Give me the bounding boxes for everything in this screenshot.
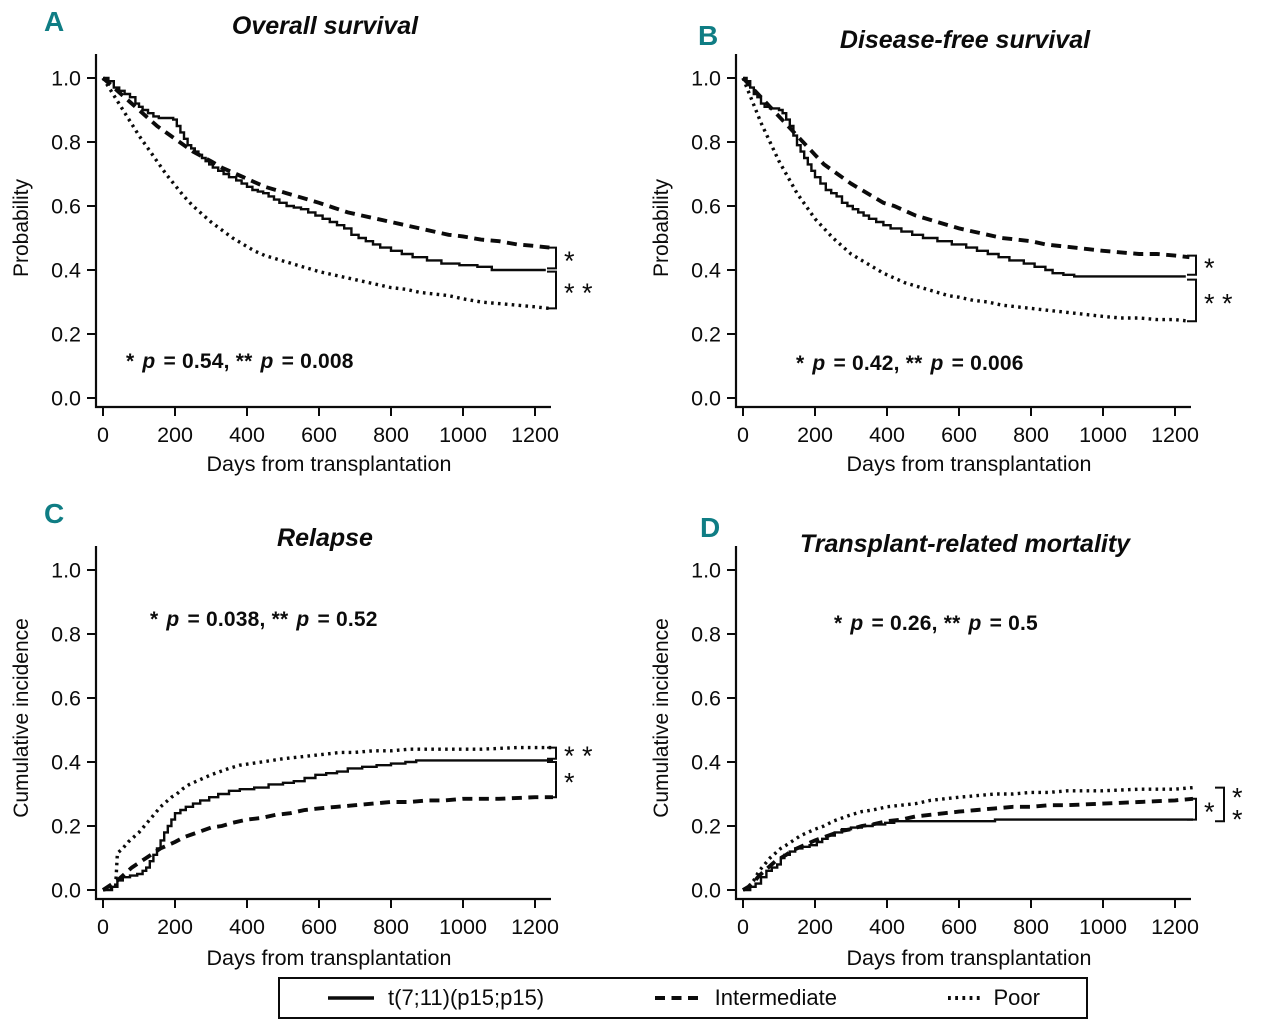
svg-text:1.0: 1.0	[691, 67, 721, 91]
svg-text:400: 400	[869, 915, 905, 939]
x-axis-label: Days from transplantation	[846, 946, 1092, 970]
svg-text:600: 600	[941, 423, 977, 447]
legend-item: Poor	[946, 985, 1040, 1011]
svg-text:0.4: 0.4	[691, 259, 721, 283]
svg-text:0.4: 0.4	[51, 259, 81, 283]
svg-text:800: 800	[373, 423, 409, 447]
dashed-line-icon	[654, 996, 701, 1000]
svg-text:* *: * *	[564, 741, 593, 771]
svg-text:0.0: 0.0	[691, 879, 721, 903]
svg-text:0.0: 0.0	[691, 387, 721, 411]
svg-text:400: 400	[229, 915, 265, 939]
svg-text:600: 600	[301, 915, 337, 939]
svg-text:0.8: 0.8	[691, 131, 721, 155]
svg-text:200: 200	[797, 915, 833, 939]
solid-line-icon	[328, 996, 374, 1000]
svg-text:0: 0	[97, 915, 109, 939]
svg-text:0.8: 0.8	[51, 623, 81, 647]
svg-text:0.2: 0.2	[691, 815, 721, 839]
svg-text:1200: 1200	[1151, 915, 1199, 939]
svg-text:200: 200	[797, 423, 833, 447]
svg-text:200: 200	[157, 423, 193, 447]
svg-text:0: 0	[97, 423, 109, 447]
incidence-plot-c: 0 200 400 600 800 1000 1200 0.0 0.2 0.4 0.6 0.8 1.0 *…	[51, 546, 593, 939]
svg-text:1200: 1200	[1151, 423, 1199, 447]
svg-text:1000: 1000	[439, 915, 487, 939]
svg-text:0.6: 0.6	[51, 687, 81, 711]
svg-text:0.6: 0.6	[691, 195, 721, 219]
legend-item-label: Intermediate	[714, 985, 837, 1010]
svg-text:0.4: 0.4	[51, 751, 81, 775]
legend-item: Intermediate	[653, 985, 837, 1011]
panel-letter-b: B	[698, 20, 719, 51]
svg-text:* *: * *	[564, 278, 593, 308]
svg-text:* *: * *	[1204, 288, 1233, 318]
panel-letter-a: A	[44, 6, 65, 37]
svg-text:0.4: 0.4	[691, 751, 721, 775]
svg-text:1200: 1200	[511, 423, 559, 447]
panel-disease-free-survival: B Disease-free survival Probability 0 200…	[640, 0, 1280, 486]
svg-text:1000: 1000	[439, 423, 487, 447]
panel-letter-d: D	[700, 512, 721, 543]
survival-plot-a: 0 200 400 600 800 1000 1200 0.0 0.2 0.4 0.6 0.8 1.0 *…	[51, 54, 593, 447]
svg-text:0.2: 0.2	[691, 323, 721, 347]
svg-text:600: 600	[941, 915, 977, 939]
svg-text:200: 200	[157, 915, 193, 939]
panel-letter-c: C	[44, 498, 65, 529]
svg-text:1.0: 1.0	[51, 559, 81, 583]
p-value-annotation: * p = 0.26, ** p = 0.5	[834, 612, 1038, 635]
svg-text:400: 400	[869, 423, 905, 447]
p-value-annotation: * p = 0.42, ** p = 0.006	[796, 352, 1024, 375]
dotted-line-icon	[947, 996, 980, 1000]
svg-text:800: 800	[373, 915, 409, 939]
svg-text:1.0: 1.0	[51, 67, 81, 91]
panel-relapse: C Relapse Cumulative incidence 0 200 400 60…	[0, 490, 640, 976]
p-value-annotation: * p = 0.038, ** p = 0.52	[150, 608, 378, 631]
panel-overall-survival: A Overall survival Probability 0 200 400 60…	[0, 0, 640, 486]
svg-text:0.8: 0.8	[691, 623, 721, 647]
svg-text:*: *	[1204, 797, 1215, 827]
legend: t(7;11)(p15;p15) Intermediate Poor	[278, 977, 1088, 1019]
svg-text:0.2: 0.2	[51, 323, 81, 347]
legend-item-label: Poor	[993, 985, 1040, 1010]
svg-text:0: 0	[737, 915, 749, 939]
svg-text:400: 400	[229, 423, 265, 447]
svg-text:*: *	[1204, 253, 1215, 283]
svg-text:0.0: 0.0	[51, 879, 81, 903]
svg-text:800: 800	[1013, 423, 1049, 447]
panel-title: Disease-free survival	[839, 26, 1091, 54]
svg-text:**: * *	[1232, 782, 1243, 834]
svg-text:600: 600	[301, 423, 337, 447]
incidence-plot-d: 0 200 400 600 800 1000 1200 0.0 0.2 0.4 0.6 0.8 1.0 *…	[691, 546, 1243, 939]
survival-plot-b: 0 200 400 600 800 1000 1200 0.0 0.2 0.4 0.6 0.8 1.0 *…	[691, 54, 1233, 447]
svg-text:1000: 1000	[1079, 915, 1127, 939]
x-axis-label: Days from transplantation	[206, 452, 452, 476]
svg-text:1.0: 1.0	[691, 559, 721, 583]
svg-text:0: 0	[737, 423, 749, 447]
svg-text:*: *	[564, 246, 575, 276]
legend-item-label: t(7;11)(p15;p15)	[388, 985, 545, 1010]
x-axis-label: Days from transplantation	[206, 946, 452, 970]
svg-text:*: *	[564, 768, 575, 798]
svg-text:1200: 1200	[511, 915, 559, 939]
panel-transplant-related-mortality: D Transplant-related mortality Cumulativ…	[640, 490, 1280, 976]
x-axis-label: Days from transplantation	[846, 452, 1092, 476]
panel-title: Overall survival	[231, 12, 419, 40]
svg-text:0.6: 0.6	[51, 195, 81, 219]
svg-text:0.0: 0.0	[51, 387, 81, 411]
svg-text:800: 800	[1013, 915, 1049, 939]
panel-title: Relapse	[277, 524, 373, 552]
svg-text:0.2: 0.2	[51, 815, 81, 839]
p-value-annotation: * p = 0.54, ** p = 0.008	[126, 350, 354, 373]
svg-text:0.6: 0.6	[691, 687, 721, 711]
panel-title: Transplant-related mortality	[799, 530, 1131, 558]
legend-item: t(7;11)(p15;p15)	[326, 985, 544, 1011]
svg-text:1000: 1000	[1079, 423, 1127, 447]
svg-text:0.8: 0.8	[51, 131, 81, 155]
